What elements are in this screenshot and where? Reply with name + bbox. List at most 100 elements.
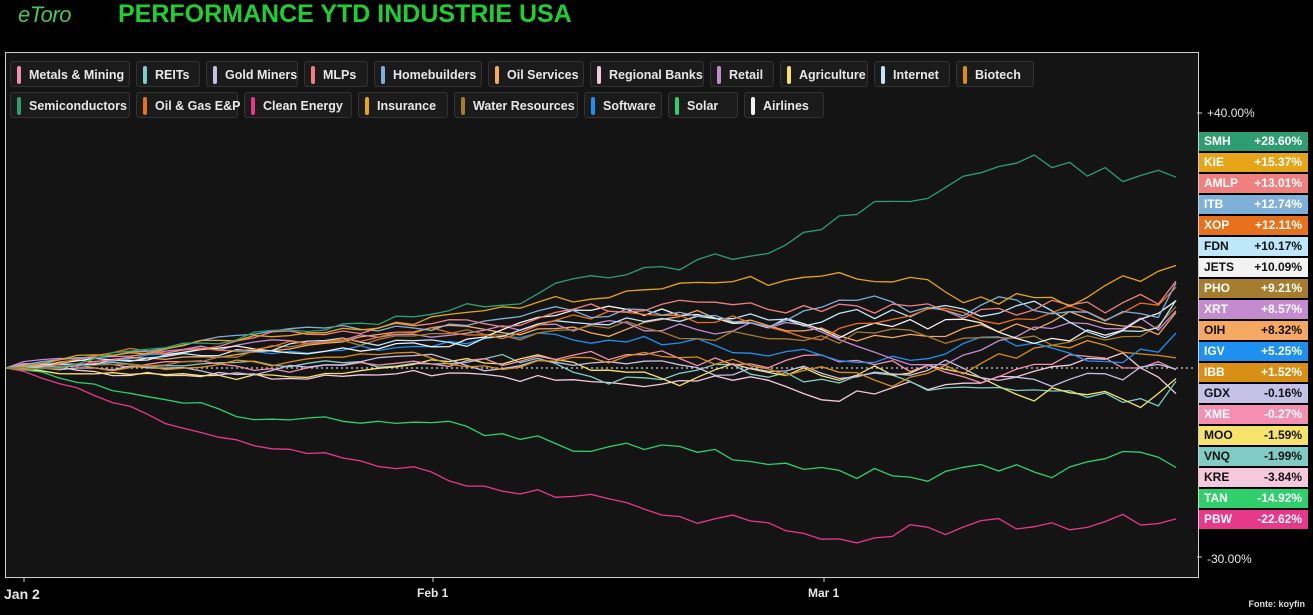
legend-label: Agriculture (799, 68, 866, 82)
legend-item[interactable]: Oil & Gas E&P (136, 92, 241, 118)
legend-label: Software (603, 99, 656, 113)
legend-item[interactable]: REITs (136, 61, 200, 87)
legend-label: Oil & Gas E&P (155, 99, 241, 113)
tag-ticker: AMLP (1204, 176, 1238, 190)
tag-ticker: XOP (1204, 218, 1230, 232)
legend-swatch (143, 66, 147, 84)
tag-ticker: IGV (1204, 344, 1225, 358)
legend-swatch (251, 97, 255, 115)
legend-label: REITs (155, 68, 190, 82)
legend-item[interactable]: Airlines (744, 92, 824, 118)
legend-item[interactable]: Water Resources (454, 92, 578, 118)
legend-item[interactable]: Software (584, 92, 662, 118)
legend-item[interactable]: MLPs (304, 61, 368, 87)
legend-label: Gold Miners (225, 68, 298, 82)
tag-ticker: MOO (1204, 428, 1233, 442)
series-line-tan (5, 367, 1177, 482)
legend-swatch (717, 66, 721, 84)
legend-label: Retail (729, 68, 764, 82)
tag-ticker: JETS (1204, 260, 1235, 274)
value-tag: VNQ -1.99% (1199, 447, 1308, 466)
tag-value: +8.32% (1260, 323, 1302, 337)
tag-ticker: TAN (1204, 491, 1228, 505)
series-line-xop (5, 286, 1177, 371)
legend-item[interactable]: Gold Miners (206, 61, 298, 87)
x-tick-mar: Mar 1 (808, 586, 840, 600)
tag-value: +1.52% (1260, 365, 1302, 379)
legend-item[interactable]: Metals & Mining (10, 61, 130, 87)
tag-ticker: GDX (1204, 386, 1231, 400)
tag-value: +5.25% (1260, 344, 1302, 358)
chart-title: PERFORMANCE YTD INDUSTRIE USA (118, 0, 572, 28)
legend-swatch (963, 66, 967, 84)
tag-value: +12.11% (1254, 218, 1302, 232)
series-line-pho (5, 306, 1177, 370)
tag-value: +9.21% (1260, 281, 1302, 295)
legend-label: Oil Services (507, 68, 579, 82)
value-tag: SMH +28.60% (1199, 132, 1308, 151)
tag-ticker: VNQ (1204, 449, 1231, 463)
legend-swatch (143, 97, 147, 115)
legend-label: Airlines (763, 99, 809, 113)
tag-ticker: SMH (1204, 134, 1231, 148)
legend-item[interactable]: Retail (710, 61, 774, 87)
value-tag: TAN -14.92% (1199, 489, 1308, 508)
legend-item[interactable]: Insurance (358, 92, 448, 118)
legend-label: Clean Energy (263, 99, 343, 113)
tag-value: -0.16% (1263, 386, 1302, 400)
value-tag: XRT +8.57% (1199, 300, 1308, 319)
value-tag: KRE -3.84% (1199, 468, 1308, 487)
legend-label: MLPs (323, 68, 357, 82)
series-line-smh (6, 154, 1177, 370)
legend-swatch (597, 66, 601, 84)
legend-item[interactable]: Semiconductors (10, 92, 130, 118)
source-note: Fonte: koyfin (1248, 599, 1306, 609)
series-line-vnq (5, 353, 1177, 407)
tag-value: +15.37% (1254, 155, 1302, 169)
value-tag: XME -0.27% (1199, 405, 1308, 424)
value-tag: PHO +9.21% (1199, 279, 1308, 298)
legend-swatch (591, 97, 595, 115)
legend-swatch (675, 97, 679, 115)
value-tag: OIH +8.32% (1199, 321, 1308, 340)
legend-swatch (881, 66, 885, 84)
value-tag: IBB +1.52% (1199, 363, 1308, 382)
legend-label: Regional Banks (609, 68, 703, 82)
tag-value: +28.60% (1254, 134, 1302, 148)
legend-swatch (787, 66, 791, 84)
legend-swatch (751, 97, 755, 115)
legend-label: Insurance (377, 99, 437, 113)
tag-value: +12.74% (1254, 197, 1302, 211)
tag-ticker: FDN (1204, 239, 1229, 253)
tag-value: +8.57% (1260, 302, 1302, 316)
legend-item[interactable]: Internet (874, 61, 950, 87)
header: eToro PERFORMANCE YTD INDUSTRIE USA (0, 0, 1313, 50)
legend-label: Water Resources (473, 99, 575, 113)
value-tag: ITB +12.74% (1199, 195, 1308, 214)
legend-swatch (365, 97, 369, 115)
legend-item[interactable]: Agriculture (780, 61, 868, 87)
legend-label: Homebuilders (393, 68, 477, 82)
y-tick-top: +40.00% (1207, 106, 1255, 120)
legend-item[interactable]: Oil Services (488, 61, 584, 87)
series-line-amlp (5, 280, 1177, 369)
tag-ticker: PBW (1204, 512, 1232, 526)
legend-label: Metals & Mining (29, 68, 125, 82)
tag-value: -3.84% (1263, 470, 1302, 484)
legend-item[interactable]: Biotech (956, 61, 1034, 87)
tag-ticker: OIH (1204, 323, 1226, 337)
etoro-logo: eToro (18, 2, 71, 27)
value-tag: JETS +10.09% (1199, 258, 1308, 277)
value-tag: MOO -1.59% (1199, 426, 1308, 445)
legend-item[interactable]: Clean Energy (244, 92, 352, 118)
tag-ticker: KRE (1204, 470, 1230, 484)
legend-swatch (311, 66, 315, 84)
legend-item[interactable]: Regional Banks (590, 61, 704, 87)
legend-swatch (495, 66, 499, 84)
tag-ticker: IBB (1204, 365, 1225, 379)
legend-swatch (461, 97, 465, 115)
legend-item[interactable]: Solar (668, 92, 738, 118)
value-tag: GDX -0.16% (1199, 384, 1308, 403)
legend-item[interactable]: Homebuilders (374, 61, 482, 87)
